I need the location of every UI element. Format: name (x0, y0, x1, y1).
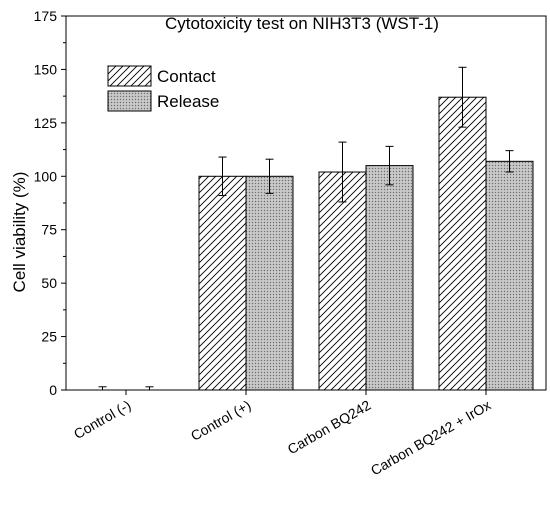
x-tick-label: Carbon BQ242 + IrOx (368, 397, 494, 479)
bar-contact (438, 96, 487, 391)
chart-title: Cytotoxicity test on NIH3T3 (WST-1) (165, 14, 439, 33)
y-tick-label: 0 (49, 382, 57, 398)
y-tick-label: 75 (41, 222, 57, 238)
y-tick-label: 25 (41, 329, 57, 345)
x-tick-label: Control (+) (188, 397, 254, 444)
x-tick-label: Control (-) (71, 397, 134, 442)
y-tick-label: 150 (34, 61, 58, 77)
y-tick-label: 50 (41, 275, 57, 291)
legend-label-contact: Contact (157, 67, 216, 86)
legend-swatch-contact (107, 65, 152, 87)
y-tick-label: 125 (34, 115, 58, 131)
bar-release (245, 175, 294, 391)
y-tick-label: 100 (34, 168, 58, 184)
bar-release (485, 160, 534, 391)
bar-release (365, 165, 414, 391)
legend: Contact Release (107, 65, 219, 112)
y-tick-label: 175 (34, 8, 58, 24)
x-tick-label: Carbon BQ242 (285, 397, 374, 458)
plot-area: 0 25 50 75 100 125 150 175 Control (-) Control (+… (34, 8, 534, 479)
legend-swatch-release (107, 90, 152, 112)
plot-frame (65, 15, 547, 391)
bar-contact (318, 171, 367, 391)
bar-contact (198, 175, 247, 391)
legend-label-release: Release (157, 92, 219, 111)
y-axis-label: Cell viability (%) (10, 172, 29, 293)
